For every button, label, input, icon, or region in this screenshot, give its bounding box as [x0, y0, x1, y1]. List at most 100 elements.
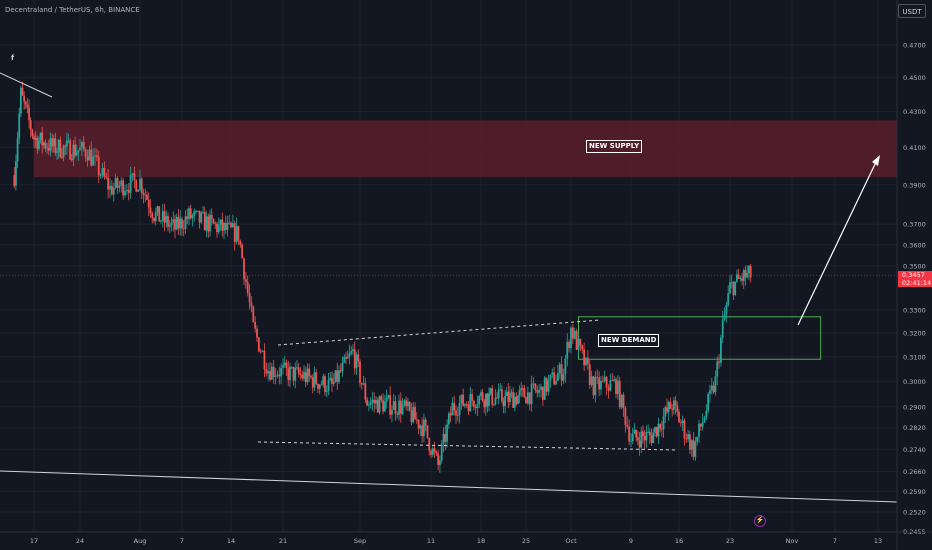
candle-body: [248, 292, 251, 303]
x-tick-label: 24: [76, 537, 84, 545]
candle-body: [254, 322, 257, 329]
candle-body: [205, 216, 208, 231]
candle-body: [297, 367, 300, 374]
candle-body: [415, 419, 418, 421]
candle-body: [131, 173, 134, 175]
candle-body: [41, 132, 44, 146]
candle-body: [380, 396, 383, 401]
candle-body: [419, 425, 422, 429]
candle-body: [383, 401, 386, 412]
candle-body: [458, 403, 461, 416]
candle-body: [577, 338, 580, 350]
candle-body: [283, 362, 286, 366]
y-tick-label: 0.2740: [903, 446, 926, 454]
candle-body: [99, 175, 102, 176]
time-axis[interactable]: 17 24 Aug 7 14 21 Sep 11 18 25 Oct 9 16 23 Nov 7 13: [0, 531, 932, 545]
candle-body: [26, 104, 29, 108]
candle-body: [392, 401, 395, 410]
currency-unit-button[interactable]: USDT: [898, 4, 926, 18]
candle-body: [308, 368, 311, 377]
candle-body: [301, 374, 304, 379]
candle-body: [318, 384, 321, 389]
symbol-header: Decentraland / TetherUS, 6h, BINANCE: [5, 6, 140, 14]
candle-body: [29, 120, 32, 130]
candle-body: [486, 393, 489, 406]
candle-body: [209, 214, 211, 232]
candle-body: [687, 434, 690, 440]
candle-body: [494, 397, 497, 405]
candle-body: [467, 404, 470, 412]
candle-body: [502, 400, 505, 407]
candle-body: [84, 149, 87, 157]
candle-body: [324, 376, 326, 392]
candle-body: [433, 448, 436, 452]
candle-body: [556, 373, 559, 381]
candle-body: [331, 378, 333, 384]
candle-body: [694, 441, 697, 457]
candle-body: [16, 138, 19, 162]
channel-lower-dashed: [257, 441, 678, 451]
candle-body: [499, 389, 502, 391]
x-tick-label: 21: [279, 537, 287, 545]
candle-body: [86, 156, 89, 161]
candle-body: [79, 147, 81, 151]
y-tick-label: 0.2820: [903, 424, 926, 432]
candle-body: [671, 408, 674, 410]
candle-body: [142, 192, 145, 195]
candle-body: [269, 371, 271, 380]
candle-body: [431, 448, 434, 455]
candle-body: [170, 222, 173, 225]
candle-body: [739, 278, 742, 279]
candle-body: [469, 394, 472, 412]
candle-body: [154, 212, 157, 222]
y-tick-label: 0.2660: [903, 468, 926, 476]
candle-body: [105, 176, 108, 178]
candle-body: [579, 338, 582, 346]
candle-body: [650, 435, 653, 443]
candle-body: [346, 356, 349, 359]
candle-body: [444, 433, 447, 442]
candle-body: [742, 270, 745, 281]
candle-body: [230, 222, 232, 228]
candle-body: [353, 349, 356, 369]
candle-body: [116, 177, 119, 188]
candle-body: [163, 211, 166, 223]
candle-body: [70, 159, 73, 161]
candle-body: [669, 402, 672, 409]
candle-body: [453, 402, 456, 411]
y-tick-label: 0.3600: [903, 241, 926, 249]
candle-body: [345, 356, 347, 359]
candle-body: [681, 420, 684, 424]
candle-body: [439, 460, 441, 465]
candle-body: [64, 145, 67, 147]
candle-body: [648, 431, 651, 436]
candle-body: [144, 194, 147, 196]
candle-body: [228, 222, 231, 224]
candle-body: [294, 368, 297, 381]
candle-body: [405, 400, 408, 407]
candle-body: [38, 140, 40, 150]
candle-body: [570, 327, 572, 348]
candle-body: [54, 138, 57, 153]
candle-body: [338, 370, 340, 382]
flash-icon[interactable]: ⚡: [754, 515, 766, 527]
candle-body: [455, 410, 457, 416]
candle-body: [202, 212, 204, 214]
candle-body: [538, 389, 541, 393]
candle-body: [95, 155, 98, 158]
candle-body: [497, 389, 500, 398]
trendline-bottom: [0, 470, 898, 503]
y-tick-label: 0.3300: [903, 306, 926, 314]
projection-arrow-head: [872, 155, 880, 166]
candle-body: [734, 281, 737, 296]
candle-body: [261, 350, 264, 352]
supply-zone: [34, 120, 897, 178]
price-axis[interactable]: 0.4700 0.4500 0.4300 0.4100 0.3900 0.3700 0.36…: [896, 0, 926, 550]
candle-body: [385, 397, 388, 402]
candle-body: [82, 142, 85, 150]
candle-body: [146, 195, 148, 200]
candle-body: [18, 113, 21, 139]
candle-body: [51, 138, 53, 147]
candle-body: [94, 155, 96, 157]
